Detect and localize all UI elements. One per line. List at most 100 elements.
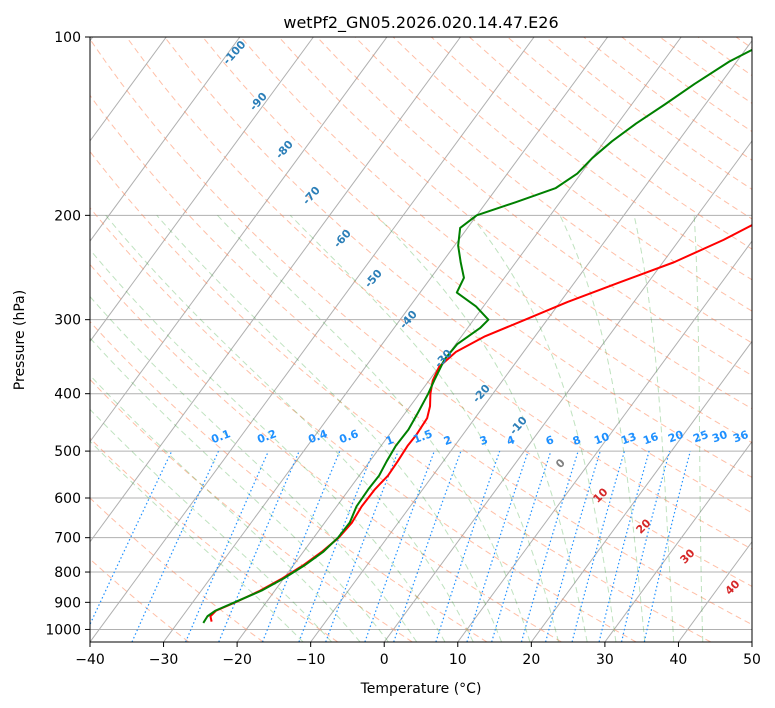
y-tick-label: 700 [54,531,81,547]
mixing-ratio-label: 0.6 [337,427,360,446]
isotherm-line [90,37,535,642]
mixing-ratio-label: 30 [710,428,729,446]
y-tick-label: 1000 [45,622,81,638]
profile-line-2 [202,48,752,624]
dry-adiabat-line [90,38,752,587]
isotherm-line [383,140,752,642]
x-tick-label: 40 [670,652,688,668]
mixing-ratio-label: 0.1 [209,427,232,446]
isotherm-line [530,340,752,642]
x-tick-label: 10 [449,652,467,668]
mixing-ratio-label: 13 [619,430,638,447]
mixing-ratio-label: 6 [544,433,556,448]
mixing-ratio-label: 10 [592,430,611,448]
dry-adiabat-line [90,94,752,626]
mixing-ratio-line [491,450,552,642]
moist-adiabat-line [156,215,503,642]
dry-adiabat-line [316,37,752,377]
isotherm-line [236,37,682,642]
dry-adiabat-line [354,37,752,344]
mixing-ratio-line [643,450,691,642]
isotherm-line [90,37,167,142]
dry-adiabat-line [90,150,712,642]
isotherm-line [90,37,388,443]
moist-adiabat-line [90,295,418,642]
y-tick-label: 800 [54,565,81,581]
isotherm-line [604,440,752,642]
y-tick-label: 900 [54,595,81,611]
mixing-ratio-line [261,450,341,642]
moist-adiabat-line [470,215,617,642]
mixing-ratio-label: 25 [691,428,710,445]
mixing-ratio-line [364,450,435,642]
isotherm-line [457,240,752,642]
mixing-ratio-line [571,450,626,642]
moist-adiabat-line [633,215,675,642]
x-tick-label: −30 [149,652,179,668]
x-tick-label: 20 [522,652,540,668]
mixing-ratio-label: 1 [384,433,396,448]
x-tick-label: −40 [75,652,105,668]
moist-adiabat-line [693,215,704,642]
dry-adiabat-line [90,263,562,642]
moist-adiabat-line [90,337,389,642]
y-axis: 100 200 300 400 500 600 700 800 900 1000 [45,30,90,638]
moist-adiabat-line [105,215,474,642]
x-tick-label: 30 [596,652,614,668]
x-tick-label: 50 [743,652,761,668]
x-tick-label: −10 [296,652,326,668]
moist-adiabat-line [289,214,560,642]
y-tick-label: 300 [54,313,81,329]
mixing-ratio-label: 20 [666,428,685,446]
isotherm-line [90,37,241,242]
mixing-ratio-label: 3 [478,433,490,448]
mixing-ratio-line [545,450,601,642]
mixing-ratio-line [466,450,529,642]
x-axis: −40 −30 −20 −10 0 10 20 30 40 50 [75,642,761,668]
moist-adiabat-line [559,215,646,642]
mixing-ratio-line [620,450,671,642]
mixing-ratio-line [435,450,501,642]
x-axis-title: Temperature (°C) [360,681,482,697]
y-tick-label: 100 [54,30,81,46]
mixing-ratio-label: 4 [505,433,517,448]
isotherm-line [90,37,314,343]
moist-adiabat-line [90,408,333,642]
moist-adiabat-line [90,248,446,642]
y-tick-label: 500 [54,444,81,460]
mixing-ratio-line [325,450,399,642]
mixing-ratio-label: 2 [442,433,454,448]
x-tick-label: 0 [380,652,389,668]
moist-adiabat-line [217,214,531,642]
chart-title: wetPf2_GN05.2026.020.14.47.E26 [283,13,558,33]
mixing-ratio-line [598,450,650,642]
dry-adiabat-line [164,37,752,514]
mixing-ratio-line [393,450,462,642]
moist-adiabat-line [90,440,304,642]
mixing-ratio-label: 16 [641,430,660,448]
dry-adiabat-line [90,207,637,642]
dry-adiabat-line [90,378,413,642]
dry-adiabat-line [278,37,752,410]
isotherm-line [310,39,752,642]
isotherm-line [163,37,609,642]
dry-adiabat-line [126,37,752,550]
mixing-ratio-label: 0.2 [255,427,278,446]
plot-data [202,48,752,624]
y-tick-label: 400 [54,387,81,403]
mixing-ratio-line [298,450,375,642]
mixing-ratio-label: 1.5 [411,427,434,446]
plot-frame [89,36,753,643]
mixing-ratio-label: 36 [731,428,750,446]
x-tick-label: −20 [222,652,252,668]
mixing-ratio-line [185,450,269,642]
y-axis-title: Pressure (hPa) [12,290,28,390]
y-tick-label: 600 [54,491,81,507]
mixing-ratio-line [520,450,579,642]
mixing-ratio-label: 0.4 [306,427,329,446]
mixing-ratio-line [218,450,300,642]
mixing-ratio-label: 8 [571,433,583,448]
y-tick-label: 200 [54,208,81,224]
